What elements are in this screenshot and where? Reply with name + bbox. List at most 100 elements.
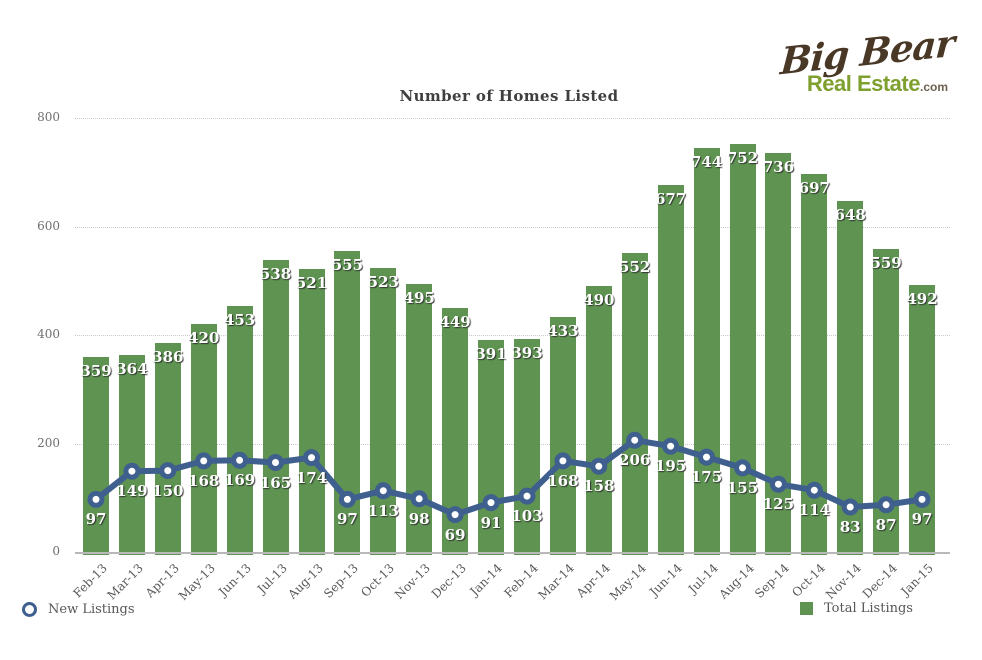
x-axis-line [75,552,950,554]
line-marker-icon [662,437,680,455]
line-marker-icon [123,462,141,480]
line-value-label: 174 [295,468,328,487]
line-marker-icon [590,457,608,475]
line-marker-icon [159,462,177,480]
line-value-label: 206 [619,451,651,470]
line-marker-icon [913,490,931,508]
y-axis-tick-200: 200 [37,435,60,450]
line-marker-icon [734,459,751,477]
line-value-label: 175 [690,468,723,487]
logo-realestate-text: Real Estate [806,71,921,96]
legend-new-listings: New Listings [22,602,135,617]
bar-value-label: 697 [798,178,830,197]
bar-Jun-14 [657,184,684,555]
line-marker-icon [231,451,249,469]
bar-Apr-14 [585,286,612,555]
line-value-label: 97 [85,510,107,529]
bar-value-label: 364 [116,359,148,378]
line-value-label: 155 [726,478,759,497]
bar-Aug-14 [729,144,756,555]
line-value-label: 113 [367,501,399,520]
line-value-label: 168 [188,471,220,490]
line-marker-icon [518,487,536,505]
logo-subtext: Real Estate.com [807,73,954,95]
line-value-label: 103 [511,507,543,526]
bar-value-label: 744 [690,153,723,172]
gridline-y200 [75,443,950,445]
line-value-label: 69 [444,525,466,544]
y-axis-tick-600: 600 [37,218,60,233]
line-value-label: 149 [116,482,148,501]
y-axis-tick-400: 400 [37,327,60,341]
big-bear-real-estate-logo: Big Bear Real Estate.com [754,21,956,95]
bar-value-label: 449 [439,313,471,332]
total-listings-marker-icon [800,602,813,615]
bar-value-label: 433 [547,322,579,341]
line-value-label: 125 [762,495,795,514]
bar-value-label: 359 [80,362,112,381]
chart-title: Number of Homes Listed [399,87,619,105]
legend-total-listings: Total Listings [800,601,913,616]
line-value-label: 158 [583,477,615,496]
bar-Jan-15 [909,285,935,555]
line-value-label: 87 [875,515,897,534]
bar-Jul-14 [693,148,720,555]
bar-value-label: 752 [726,149,759,167]
line-marker-icon [877,496,895,514]
bar-value-label: 492 [906,290,938,309]
bar-value-label: 391 [475,344,507,363]
line-marker-icon [626,431,644,449]
line-value-label: 97 [911,510,933,529]
bar-May-14 [621,252,648,555]
line-marker-icon [769,475,787,493]
line-marker-icon [267,454,284,471]
line-value-label: 97 [336,510,358,529]
line-marker-icon [482,494,500,512]
line-value-label: 165 [259,473,292,492]
bar-Aug-13 [298,269,325,555]
bar-value-label: 736 [762,157,795,176]
bar-value-label: 523 [367,273,399,292]
bar-Feb-13 [83,357,109,555]
bar-value-label: 490 [583,291,615,310]
bar-value-label: 420 [188,329,220,348]
new-listings-marker-icon [22,602,37,617]
bar-Nov-13 [406,283,433,555]
bar-Jun-13 [226,306,253,555]
logo-com-text: .com [919,80,948,94]
bar-value-label: 555 [331,255,364,274]
bar-Feb-14 [514,338,540,555]
y-axis-tick-0: 0 [52,544,60,558]
line-marker-icon [338,490,356,508]
line-value-label: 195 [654,457,687,476]
bar-Mar-14 [549,317,576,555]
line-marker-icon [698,448,715,466]
line-value-label: 150 [152,481,184,500]
line-value-label: 169 [223,471,256,490]
line-value-label: 83 [839,518,861,536]
bar-value-label: 453 [223,311,256,330]
line-marker-icon [554,452,572,470]
bar-value-label: 521 [295,274,328,293]
bar-value-label: 495 [403,288,435,307]
bar-Nov-14 [837,200,864,555]
line-value-label: 168 [547,471,579,490]
line-marker-icon [195,452,213,470]
bar-Apr-13 [154,342,181,555]
bar-Jul-13 [262,260,289,555]
line-marker-icon [303,449,320,467]
bar-Mar-13 [118,354,145,555]
line-marker-icon [805,481,823,499]
bar-value-label: 677 [654,189,687,208]
bar-value-label: 552 [619,257,651,276]
gridline-y600 [75,226,950,228]
line-marker-icon [841,498,859,516]
bar-Oct-13 [370,268,397,555]
bar-value-label: 559 [870,253,902,272]
bar-value-label: 386 [152,347,184,366]
legend-new-listings-label: New Listings [48,602,135,617]
bar-value-label: 538 [259,265,292,284]
legend-total-listings-label: Total Listings [824,601,913,616]
line-value-label: 98 [408,509,430,528]
